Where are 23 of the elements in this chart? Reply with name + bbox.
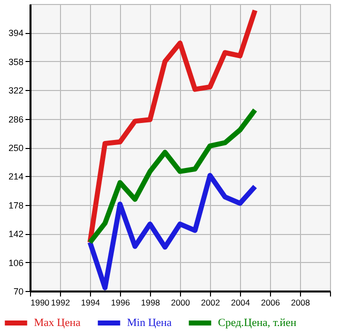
y-tick-label: 358: [8, 56, 24, 67]
x-tick-label: 2002: [201, 298, 220, 308]
y-tick-label: 142: [8, 229, 24, 240]
y-tick-label: 106: [8, 258, 24, 268]
x-tick-label: 1996: [111, 298, 130, 308]
y-tick-label: 286: [8, 114, 24, 124]
x-tick-label: 2008: [291, 298, 310, 308]
legend-label: Min Цена: [127, 317, 172, 329]
x-tick-label: 1992: [51, 298, 70, 308]
y-tick-label: 322: [8, 86, 24, 96]
x-tick-label: 1990: [30, 298, 50, 308]
y-tick-label: 214: [8, 172, 24, 182]
y-tick-label: 70: [13, 286, 24, 296]
legend-label: Сред.Цена, т.йен: [218, 317, 297, 329]
y-tick-label: 250: [8, 143, 24, 153]
x-tick-label: 2004: [231, 298, 250, 308]
x-tick-label: 2006: [261, 298, 280, 308]
x-tick-label: 1994: [81, 298, 100, 308]
y-tick-label: 178: [8, 200, 24, 210]
x-tick-label: 2000: [171, 298, 190, 308]
y-tick-label: 394: [8, 28, 24, 38]
x-tick-label: 1998: [141, 298, 160, 308]
legend-label: Max Цена: [34, 317, 81, 329]
